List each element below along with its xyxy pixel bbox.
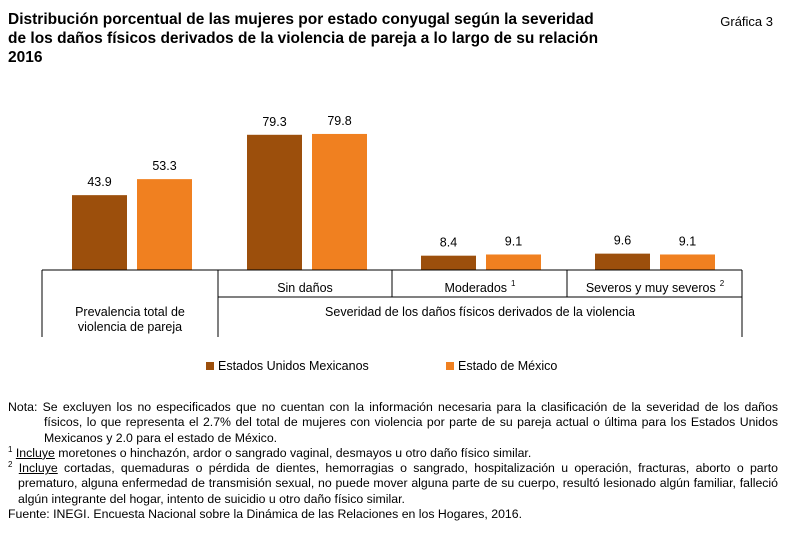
note-label: Nota: (8, 400, 38, 414)
note-paragraph: Nota: Se excluyen los no especificados q… (8, 400, 778, 446)
legend-label: Estados Unidos Mexicanos (218, 359, 369, 373)
footnote-1-keyword: Incluye (15, 445, 55, 460)
data-label: 9.6 (614, 234, 631, 248)
data-label: 79.8 (327, 114, 351, 128)
bars-layer (72, 133, 715, 270)
data-label: 8.4 (440, 236, 457, 250)
legend-swatch (206, 362, 214, 370)
footnote-2-keyword: Incluye (18, 461, 58, 476)
legend-swatch (446, 362, 454, 370)
legend: Estados Unidos Mexicanos Estado de México (206, 359, 557, 373)
notes-block: Nota: Se excluyen los no especificados q… (8, 400, 778, 522)
footnote-1-mark: 1 (8, 444, 13, 454)
bar (137, 179, 192, 270)
bar (486, 254, 541, 270)
bar (247, 134, 302, 270)
title-line-2: de los daños físicos derivados de la vio… (8, 30, 599, 47)
data-labels-layer: 43.9 79.3 8.4 9.6 53.3 79.8 9.1 9.1 (87, 114, 696, 250)
footnote-2: 2 Incluye cortadas, quemaduras o pérdida… (8, 461, 778, 507)
bar (312, 133, 367, 270)
bar-chart: 43.9 79.3 8.4 9.6 53.3 79.8 9.1 9.1 Prevalencia… (41, 114, 743, 373)
data-label: 43.9 (87, 175, 111, 189)
source-line: Fuente: INEGI. Encuesta Nacional sobre l… (8, 507, 523, 522)
footnote-2-text: cortadas, quemaduras o pérdida de diente… (18, 461, 778, 506)
category-label: Sin daños (277, 281, 333, 295)
bar (421, 255, 476, 270)
bar (72, 195, 127, 270)
data-label: 9.1 (505, 234, 522, 248)
title-line-1: Distribución porcentual de las mujeres p… (8, 11, 594, 28)
title-line-3: 2016 (8, 49, 43, 66)
data-label: 9.1 (679, 234, 696, 248)
graph-number: Gráfica 3 (720, 14, 773, 29)
category-label: violencia de pareja (78, 320, 182, 334)
bar (660, 254, 715, 270)
category-label: Moderados 1 (445, 279, 517, 295)
data-label: 53.3 (152, 159, 176, 173)
group-label: Severidad de los daños físicos derivados… (325, 305, 635, 319)
footnote-1-text: moretones o hinchazón, ardor o sangrado … (54, 445, 532, 460)
footnote-1: 1 Incluye moretones o hinchazón, ardor o… (8, 444, 778, 461)
bar (595, 253, 650, 270)
note-text: Se excluyen los no especificados que no … (42, 400, 778, 445)
category-label: Severos y muy severos 2 (586, 279, 725, 295)
chart-title: Distribución porcentual de las mujeres p… (8, 10, 698, 67)
data-label: 79.3 (262, 115, 286, 129)
category-label: Prevalencia total de (75, 305, 185, 319)
legend-label: Estado de México (458, 359, 557, 373)
footnote-2-mark: 2 (8, 460, 13, 470)
